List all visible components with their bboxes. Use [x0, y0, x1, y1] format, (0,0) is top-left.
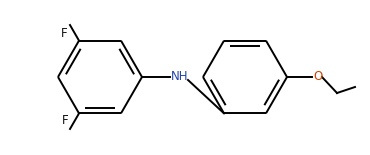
Text: NH: NH: [171, 69, 188, 82]
Text: F: F: [61, 27, 68, 40]
Text: F: F: [61, 114, 68, 127]
Text: O: O: [313, 69, 322, 82]
